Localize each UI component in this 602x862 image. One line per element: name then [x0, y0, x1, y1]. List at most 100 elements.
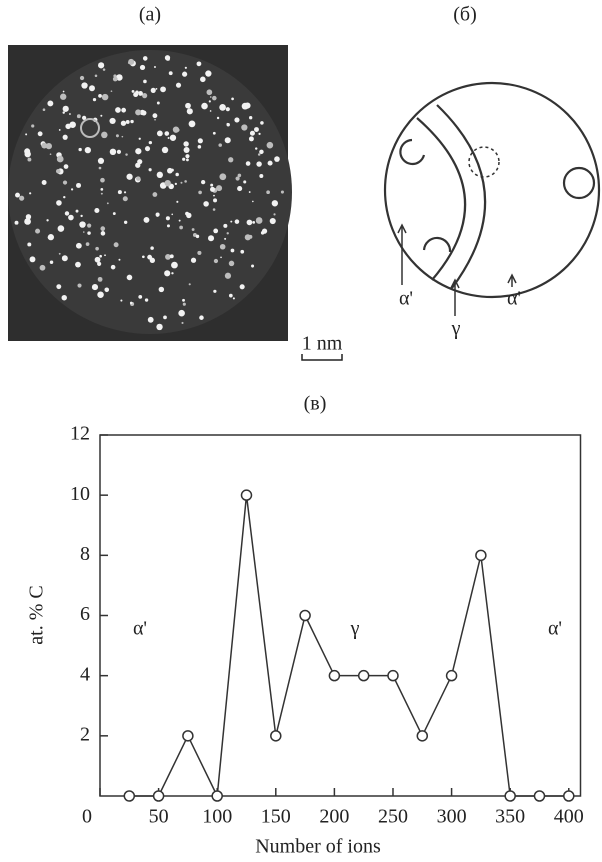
spot [98, 62, 105, 69]
spot [101, 131, 108, 139]
data-point [152, 790, 165, 802]
spot [76, 114, 81, 119]
spot [252, 221, 256, 224]
data-point [416, 730, 429, 742]
spot [230, 220, 233, 223]
x-tick-label: 350 [495, 806, 525, 828]
spot [182, 157, 186, 161]
schematic [383, 81, 601, 316]
spot [150, 246, 154, 250]
spot [142, 56, 148, 61]
spot [198, 190, 202, 195]
spot [260, 121, 264, 125]
spot [213, 228, 219, 234]
spot [91, 284, 99, 291]
spot [31, 124, 35, 128]
spot [205, 70, 212, 77]
spot [123, 220, 128, 224]
spot [248, 191, 251, 193]
spot [178, 309, 185, 317]
spot [269, 217, 276, 225]
spot [100, 192, 103, 195]
phase-label: γ [451, 318, 461, 340]
spot [218, 143, 222, 147]
spot [125, 120, 130, 124]
spot [239, 284, 245, 290]
spot [258, 132, 261, 136]
spot [135, 109, 142, 116]
spot [197, 145, 202, 149]
spot [255, 217, 263, 224]
spot [82, 115, 87, 121]
spot [100, 231, 106, 236]
spot [97, 157, 105, 164]
spot [110, 264, 116, 270]
spot [141, 110, 147, 116]
spot [169, 254, 174, 259]
spot [62, 111, 65, 114]
spot [174, 182, 178, 186]
spot [224, 237, 227, 240]
spot [41, 180, 47, 185]
panel-label: (б) [453, 4, 477, 26]
spot [95, 246, 99, 251]
spot [148, 140, 153, 145]
spot [112, 212, 116, 215]
plot-frame [99, 434, 582, 797]
spot [97, 291, 104, 298]
spot [49, 153, 52, 156]
y-tick-label: 6 [80, 603, 90, 625]
spot [212, 131, 216, 135]
spot [112, 76, 118, 82]
spot [244, 234, 251, 241]
spot [249, 116, 253, 120]
spot [220, 256, 222, 259]
spot [100, 114, 103, 117]
spot [196, 61, 202, 67]
spot [116, 74, 123, 81]
spot [98, 166, 102, 170]
spot [149, 257, 156, 263]
spot [57, 225, 65, 232]
spot [171, 261, 178, 269]
spot [171, 272, 174, 275]
spot [188, 120, 196, 128]
x-tick-label: 200 [319, 806, 349, 828]
spot [130, 119, 134, 124]
spot [126, 173, 133, 180]
spot [102, 68, 106, 71]
spot [213, 258, 219, 264]
spot [164, 55, 171, 61]
spot [234, 117, 240, 123]
panel-label: (в) [304, 393, 327, 415]
spot [42, 108, 46, 112]
spot [109, 117, 116, 125]
spot [185, 154, 190, 159]
data-line [129, 495, 569, 799]
spot [241, 124, 248, 131]
spot [37, 131, 43, 137]
spot [213, 198, 218, 203]
spot [259, 173, 264, 178]
spot [228, 157, 234, 163]
spot [120, 120, 127, 126]
spot [123, 191, 127, 194]
spot [62, 134, 68, 140]
spot [101, 93, 109, 101]
gamma-band-edge [436, 104, 487, 289]
spot [61, 294, 67, 301]
spot [197, 138, 203, 144]
spot [266, 141, 274, 149]
spot [237, 173, 242, 178]
spot [116, 149, 122, 154]
spot [267, 160, 273, 166]
scale-box [290, 325, 358, 353]
spot [164, 180, 171, 187]
spot [181, 321, 184, 325]
spot [56, 155, 64, 163]
spot [175, 82, 182, 88]
spot [240, 249, 245, 254]
spot [171, 213, 174, 216]
spot [63, 164, 69, 169]
data-point [475, 549, 487, 562]
